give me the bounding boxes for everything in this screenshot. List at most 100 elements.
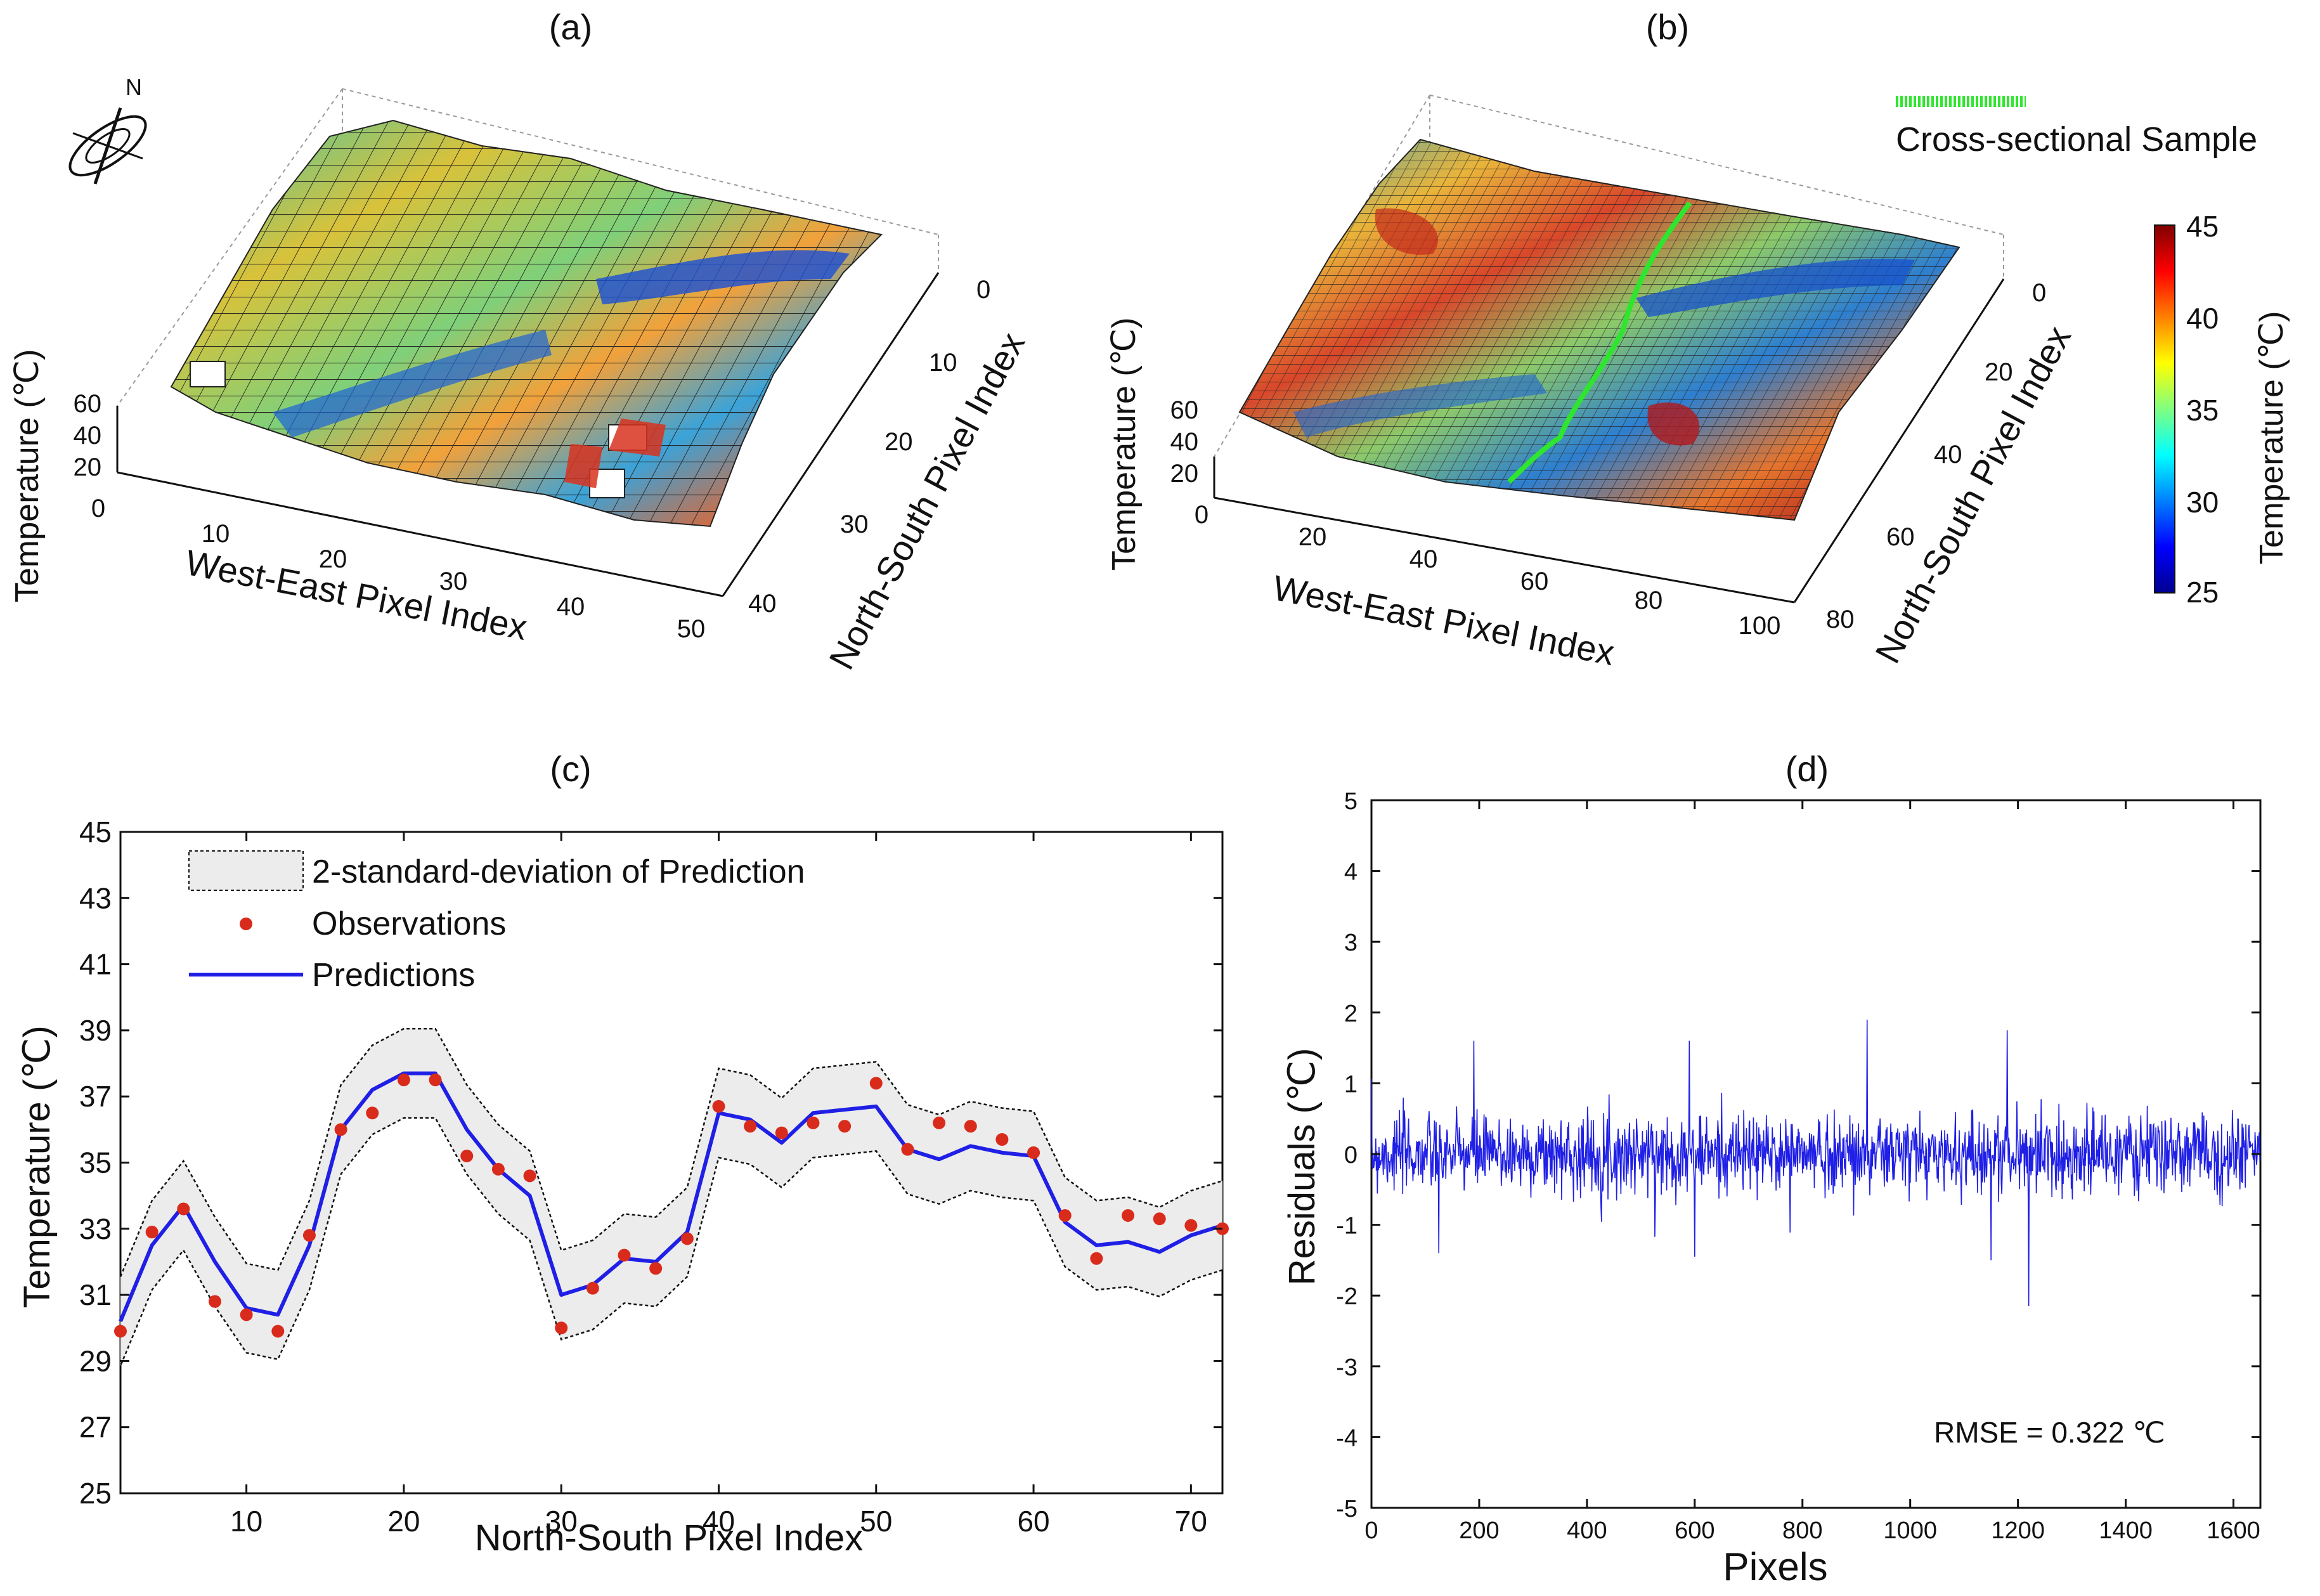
observation-point <box>208 1295 221 1308</box>
colorbar-tick-label: 45 <box>2186 210 2219 243</box>
observation-point <box>964 1120 977 1133</box>
observation-point <box>712 1100 725 1113</box>
panel-a-surface <box>170 119 883 528</box>
panel-b-surface <box>1238 138 1960 521</box>
panel-d: (d) -5 -4 -3 -2 -1 0 1 2 3 4 5 0 200 400 600 800 1000 120… <box>1281 749 2262 1589</box>
panel-b-label: (b) <box>1646 7 1689 47</box>
observation-point <box>114 1325 127 1338</box>
x-tick-label: 50 <box>860 1505 892 1538</box>
panel-c-legend: 2-standard-deviation of Prediction Obser… <box>188 850 805 994</box>
observation-point <box>744 1120 757 1133</box>
band-upper-edge <box>119 1028 1223 1277</box>
x-tick-label: 30 <box>545 1505 578 1538</box>
legend-observation-marker <box>240 918 252 930</box>
observation-point <box>775 1126 788 1139</box>
y-tick-label: 20 <box>885 428 913 456</box>
panel-a-axes-box <box>117 88 939 406</box>
y-tick-label: 35 <box>79 1146 112 1179</box>
y-tick-label: 10 <box>929 349 957 377</box>
x-tick-label: 80 <box>1635 587 1663 614</box>
x-tick-label: 0 <box>1195 501 1209 529</box>
panel-a-label: (a) <box>549 7 592 47</box>
y-tick-label: 1 <box>1344 1071 1358 1098</box>
observation-point <box>869 1077 883 1090</box>
y-tick-label: -4 <box>1336 1425 1358 1451</box>
panel-a-axis-lines <box>116 272 940 597</box>
y-tick-label: 0 <box>976 276 990 304</box>
y-tick-label: 39 <box>79 1014 112 1047</box>
x-tick-label: 1600 <box>2207 1517 2260 1544</box>
compass-icon: N <box>68 74 147 185</box>
y-tick-label: 0 <box>2032 279 2046 307</box>
observation-point <box>302 1229 316 1242</box>
observation-point <box>933 1116 946 1129</box>
observation-point <box>240 1308 253 1321</box>
panel-c: (c) 25 27 29 31 33 35 37 39 41 43 45 10 20 30 40 50 60 70… <box>16 749 1229 1559</box>
panel-d-label: (d) <box>1785 749 1829 789</box>
cross-sectional-sample-line <box>1507 201 1692 484</box>
observation-point <box>807 1116 820 1129</box>
z-tick-label: 40 <box>74 422 102 450</box>
panel-b-x-label: West-East Pixel Index <box>1270 568 1618 673</box>
legend-band-swatch <box>188 850 304 891</box>
panel-c-plot: 25 27 29 31 33 35 37 39 41 43 45 10 20 30 40 50 60 70 <box>79 815 1229 1538</box>
prediction-line <box>119 1071 1223 1322</box>
x-tick-label: 20 <box>319 545 347 573</box>
x-tick-label: 60 <box>1017 1505 1049 1538</box>
panel-a: (a) N <box>9 7 1032 676</box>
panel-b-legend: Cross-sectional Sample <box>1896 96 2257 159</box>
y-tick-label: -1 <box>1336 1213 1358 1240</box>
y-tick-label: 60 <box>1886 523 1915 551</box>
compass-north-label: N <box>126 74 142 100</box>
y-tick-label: 33 <box>79 1212 112 1245</box>
panel-a-x-ticks: 0 10 20 30 40 50 <box>91 495 705 643</box>
x-tick-label: 40 <box>557 593 585 621</box>
x-tick-label: 600 <box>1675 1517 1714 1544</box>
panel-a-y-label: North-South Pixel Index <box>821 326 1032 676</box>
panel-b-y-ticks: 0 20 40 60 80 <box>1826 279 2046 633</box>
observation-point <box>1122 1209 1135 1222</box>
x-tick-label: 800 <box>1782 1517 1822 1544</box>
y-tick-label: 27 <box>79 1411 112 1444</box>
z-tick-label: 40 <box>1170 428 1199 456</box>
observation-point <box>145 1226 159 1239</box>
y-tick-label: 29 <box>79 1344 112 1377</box>
x-tick-label: 1400 <box>2099 1517 2153 1544</box>
panel-d-plot: -5 -4 -3 -2 -1 0 1 2 3 4 5 0 200 400 600 800 1000 1200 140… <box>1336 788 2262 1544</box>
z-tick-label: 60 <box>1170 396 1199 424</box>
z-tick-label: 20 <box>1170 460 1199 488</box>
y-tick-label: 0 <box>1344 1142 1358 1169</box>
residual-line <box>1371 1019 2260 1306</box>
panel-b: (b) Cross-sectional Sample 60 <box>1106 7 2290 673</box>
x-tick-label: 60 <box>1520 568 1549 595</box>
x-tick-label: 100 <box>1739 612 1781 640</box>
panel-d-x-label: Pixels <box>1723 1545 1827 1589</box>
panel-b-x-ticks: 0 20 40 60 80 100 <box>1195 501 1781 640</box>
y-tick-label: 80 <box>1826 606 1855 633</box>
observation-point <box>618 1249 631 1262</box>
colorbar-label: Temperature (℃) <box>2253 311 2290 564</box>
observation-point <box>334 1123 347 1136</box>
observation-point <box>901 1143 914 1156</box>
observation-point <box>397 1074 410 1087</box>
observation-point <box>1027 1146 1040 1159</box>
x-tick-label: 20 <box>1299 523 1327 551</box>
colorbar-tick-label: 35 <box>2186 394 2219 427</box>
observation-point <box>523 1169 536 1183</box>
confidence-band <box>120 1028 1222 1366</box>
y-tick-label: -3 <box>1336 1354 1358 1381</box>
panel-b-z-ticks: 60 40 20 <box>1170 396 1199 488</box>
y-tick-label: 31 <box>79 1278 112 1311</box>
legend-prediction-label: Predictions <box>312 957 475 994</box>
x-tick-label: 10 <box>202 520 230 548</box>
observation-point <box>271 1325 285 1338</box>
panel-b-axis-lines <box>1213 278 2005 604</box>
y-tick-label: 2 <box>1344 1001 1358 1027</box>
observation-point <box>177 1202 190 1216</box>
colorbar: 45 40 35 30 25 Temperature (℃) <box>2154 210 2290 609</box>
x-tick-label: 40 <box>703 1505 735 1538</box>
panel-c-y-label: Temperature (℃) <box>16 1025 58 1307</box>
legend-band-label: 2-standard-deviation of Prediction <box>312 853 805 890</box>
observation-point <box>1153 1212 1166 1226</box>
